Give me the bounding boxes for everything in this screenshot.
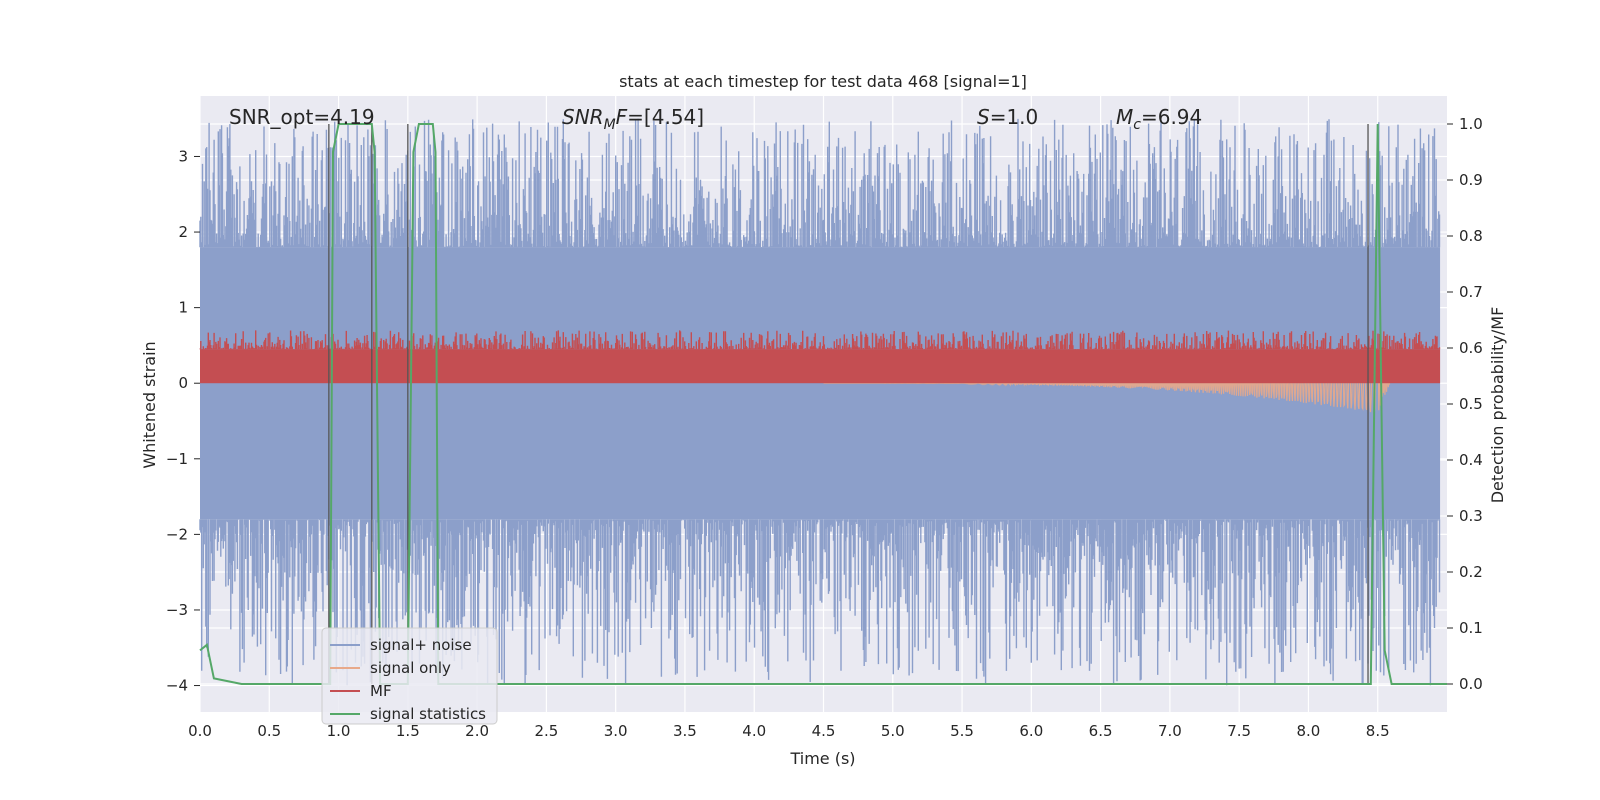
annotation-mc: Mc=6.94 (1116, 105, 1202, 133)
signal-noise-line-upper (199, 118, 1441, 248)
y-left-tick-label: −3 (166, 601, 188, 619)
y-right-tick-label: 1.0 (1459, 115, 1483, 133)
x-tick-label: 0.5 (257, 722, 281, 740)
signal-noise-line-lower (199, 519, 1441, 686)
x-tick-label: 2.5 (534, 722, 558, 740)
chart-title: stats at each timestep for test data 468… (619, 72, 1027, 91)
x-tick-label: 2.0 (465, 722, 489, 740)
x-tick-label: 4.5 (812, 722, 836, 740)
x-axis-label: Time (s) (789, 749, 855, 768)
y-right-tick-label: 0.2 (1459, 563, 1483, 581)
x-tick-label: 8.5 (1366, 722, 1390, 740)
y-axis-label-left: Whitened strain (140, 341, 159, 468)
mf-line (199, 330, 1441, 350)
y-right-tick-label: 0.8 (1459, 227, 1483, 245)
annotation-snr-opt: SNR_opt=4.19 (229, 105, 375, 129)
x-tick-label: 3.0 (604, 722, 628, 740)
legend-label: signal+ noise (370, 636, 472, 654)
y-left-tick-label: 1 (178, 299, 188, 317)
y-axis-label-right: Detection probability/MF (1488, 307, 1507, 504)
y-left-tick-label: −2 (166, 525, 188, 543)
y-left-tick-label: −4 (166, 677, 188, 695)
y-left-tick-label: 2 (178, 223, 188, 241)
x-tick-label: 1.5 (396, 722, 420, 740)
x-tick-label: 5.0 (881, 722, 905, 740)
x-tick-label: 3.5 (673, 722, 697, 740)
x-tick-label: 7.5 (1227, 722, 1251, 740)
x-tick-label: 6.5 (1089, 722, 1113, 740)
y-left-tick-label: 0 (178, 374, 188, 392)
legend-items: signal+ noise signal only MF signal statist… (330, 636, 486, 723)
legend-label: signal only (370, 659, 451, 677)
y-right-tick-label: 0.3 (1459, 507, 1483, 525)
legend-box (321, 627, 498, 725)
x-tick-label: 6.0 (1019, 722, 1043, 740)
legend-label: signal statistics (370, 705, 486, 723)
mf-band (200, 349, 1441, 384)
annotation-snr-mf: SNRMF=[4.54] (562, 105, 704, 133)
x-tick-label: 8.0 (1297, 722, 1321, 740)
y-right-tick-label: 0.0 (1459, 675, 1483, 693)
x-tick-label: 7.0 (1158, 722, 1182, 740)
y-right-tick-label: 0.5 (1459, 395, 1483, 413)
x-tick-label: 1.0 (327, 722, 351, 740)
annotation-s: S=1.0 (977, 105, 1038, 129)
signal-statistics-line (199, 123, 1447, 685)
y-right-tick-label: 0.7 (1459, 283, 1483, 301)
x-tick-label: 4.0 (742, 722, 766, 740)
x-tick-label: 5.5 (950, 722, 974, 740)
y-left-tick-label: −1 (166, 450, 188, 468)
y-right-tick-label: 0.1 (1459, 619, 1483, 637)
x-tick-label: 0.0 (188, 722, 212, 740)
tick-labels: 0.0 0.5 1.0 1.5 2.0 2.5 3.0 3.5 4.0 4.5 5.0 5.5 6.0 6… (166, 115, 1483, 740)
legend-label: MF (370, 682, 392, 700)
plot-series (199, 118, 1447, 686)
y-right-tick-label: 0.6 (1459, 339, 1483, 357)
y-right-tick-label: 0.4 (1459, 451, 1483, 469)
y-left-tick-label: 3 (178, 147, 188, 165)
legend: signal+ noise signal only MF signal statist… (321, 627, 498, 725)
y-right-tick-label: 0.9 (1459, 171, 1483, 189)
